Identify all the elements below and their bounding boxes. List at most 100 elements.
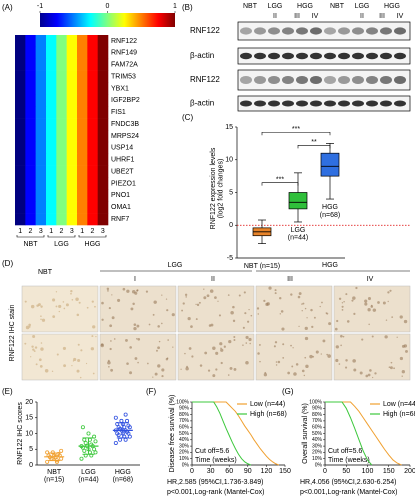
ihc-texture	[230, 310, 234, 315]
dot	[92, 447, 97, 452]
ihc-texture	[58, 310, 61, 313]
ihc-texture	[382, 301, 386, 305]
ihc-group-label: LGG	[168, 262, 183, 269]
x-tick-label: 90	[244, 468, 252, 475]
gene-label: FAM72A	[111, 62, 138, 69]
gene-label: PIEZO1	[111, 180, 136, 187]
blot-band	[282, 52, 294, 60]
ihc-grade-label: III	[287, 276, 293, 283]
ihc-texture	[101, 318, 104, 321]
panel-label: (B)	[182, 3, 193, 12]
ihc-image	[177, 333, 255, 381]
ihc-texture	[245, 335, 249, 340]
ihc-grade-label: II	[211, 276, 215, 283]
blot-band	[366, 27, 378, 35]
dot	[56, 451, 61, 456]
y-tick-label: 70%	[179, 418, 190, 424]
ihc-texture	[268, 286, 272, 290]
dot	[127, 434, 132, 439]
ihc-texture	[364, 302, 368, 306]
box	[320, 152, 340, 177]
heatmap-cell	[77, 130, 88, 143]
gene-label: OMA1	[111, 204, 131, 211]
heatmap-cell	[35, 82, 47, 95]
dot	[50, 450, 55, 455]
ihc-texture	[55, 305, 58, 308]
ihc-texture	[65, 303, 69, 307]
heatmap-cell	[46, 213, 57, 226]
blot-band	[268, 76, 280, 84]
heatmap-cell	[87, 153, 98, 166]
blot-band	[254, 76, 266, 84]
ihc-texture	[165, 298, 168, 300]
heatmap-cell	[66, 165, 78, 178]
heatmap-cell	[35, 141, 47, 155]
blot-strip	[237, 69, 411, 91]
ihc-texture	[122, 287, 126, 291]
ihc-texture	[243, 291, 246, 294]
ihc-texture	[199, 364, 203, 367]
ihc-texture	[229, 366, 233, 370]
heatmap-cell	[97, 153, 109, 166]
heatmap-cell	[46, 153, 57, 166]
ihc-texture	[372, 308, 377, 312]
ihc-texture	[208, 324, 212, 327]
ihc-texture	[40, 347, 44, 351]
heatmap-cell	[77, 58, 88, 71]
x-axis-label: Time (weeks)	[328, 457, 370, 464]
blot-group-label: LGG	[355, 3, 370, 10]
blot-band	[380, 52, 392, 60]
gene-label: PNO1	[111, 192, 130, 199]
ihc-texture	[137, 337, 141, 341]
x-tick-label: 0	[323, 468, 327, 475]
ihc-texture	[336, 319, 339, 323]
y-axis-label: Disease free survival (%)	[169, 395, 176, 473]
x-tick-label: 200	[404, 468, 415, 475]
blot-band	[380, 27, 392, 35]
ihc-texture	[320, 353, 322, 355]
heatmap-cell	[35, 70, 47, 83]
ihc-texture	[101, 301, 104, 305]
ihc-texture	[355, 286, 358, 290]
heatmap-cell	[25, 58, 36, 71]
ihc-image	[177, 285, 255, 333]
dot	[93, 450, 98, 455]
dot	[45, 459, 50, 464]
blot-row-label: RNF122	[190, 75, 220, 84]
ihc-texture	[388, 366, 391, 369]
blot-band	[282, 76, 294, 84]
ihc-image	[99, 333, 177, 381]
heatmap-cell	[77, 141, 88, 155]
heatmap-cell	[66, 213, 78, 226]
ihc-texture	[63, 364, 67, 368]
heatmap-cell	[66, 58, 78, 71]
heatmap-cell	[25, 118, 36, 131]
x-axis-label: Time (weeks)	[195, 457, 237, 464]
dot	[125, 418, 130, 423]
ihc-texture	[180, 368, 182, 370]
heatmap-cell	[87, 35, 98, 48]
ihc-texture	[315, 350, 319, 354]
y-tick-label: 50%	[312, 431, 323, 437]
y-axis-label: RNF122 IHC scores	[17, 402, 24, 465]
ihc-texture	[341, 308, 344, 311]
heatmap-cell	[77, 35, 88, 48]
ihc-texture	[311, 325, 314, 328]
y-tick-label: 0%	[182, 462, 190, 468]
ihc-texture	[107, 360, 111, 365]
ihc-texture	[338, 297, 342, 300]
heatmap-cell	[25, 106, 36, 119]
ihc-texture	[133, 323, 137, 326]
ihc-texture	[275, 361, 278, 363]
heatmap-cell	[25, 82, 36, 95]
ihc-texture	[345, 359, 348, 362]
ihc-texture	[62, 301, 65, 303]
ihc-texture	[188, 347, 192, 350]
heatmap-cell	[87, 165, 98, 178]
ihc-texture	[52, 298, 56, 302]
heatmap-cell	[77, 153, 88, 166]
ihc-texture	[157, 325, 160, 328]
ihc-texture	[72, 360, 75, 362]
ihc-texture	[390, 361, 393, 364]
blot-band	[324, 27, 336, 35]
